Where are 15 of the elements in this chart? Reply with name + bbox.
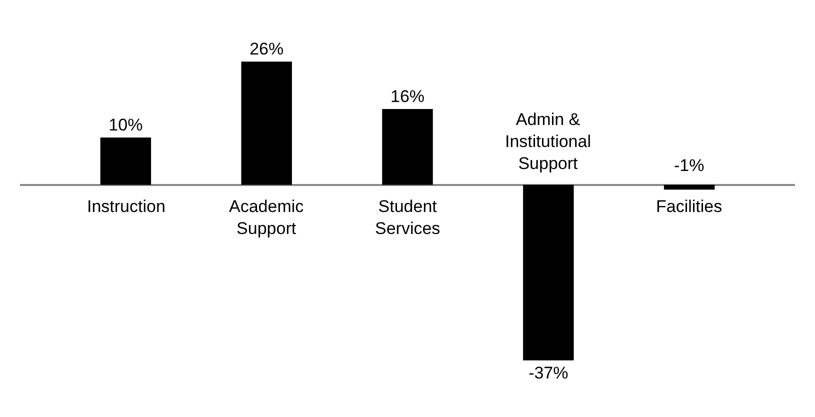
data-label: -1%: [674, 156, 704, 175]
data-label: 16%: [390, 87, 425, 106]
bar: [382, 109, 433, 185]
x-tick-label: Student Services: [375, 197, 440, 238]
x-tick-label: Instruction: [87, 197, 166, 216]
bar: [241, 62, 292, 185]
data-label: 26%: [250, 40, 284, 59]
data-label: -37%: [528, 363, 568, 382]
data-label: 10%: [108, 115, 143, 134]
x-tick-label: Admin & Institutional Support: [505, 110, 591, 174]
bar: [100, 137, 152, 185]
bar: [664, 184, 715, 190]
x-tick-label: Facilities: [656, 197, 722, 216]
x-tick-label: Academic Support: [229, 197, 304, 238]
bar: [523, 184, 574, 360]
